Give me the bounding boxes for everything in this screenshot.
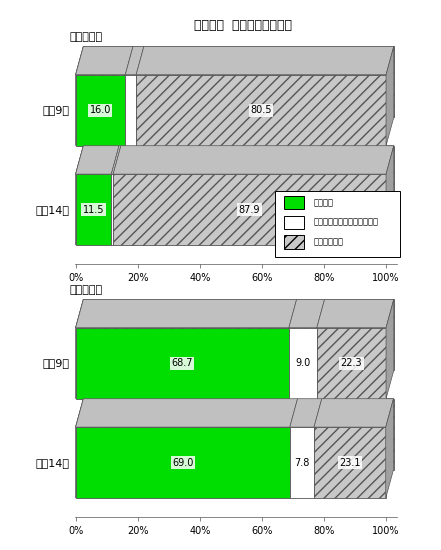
Polygon shape: [386, 299, 394, 399]
Text: 掛売・その他: 掛売・その他: [313, 238, 343, 246]
Bar: [314, 427, 386, 498]
Bar: [284, 196, 303, 209]
Text: 80.5: 80.5: [250, 105, 272, 115]
Text: 23.1: 23.1: [339, 458, 361, 468]
Text: 11.5: 11.5: [83, 205, 104, 214]
Polygon shape: [317, 299, 394, 328]
Text: 平成9年: 平成9年: [42, 358, 69, 368]
Text: （小売業）: （小売業）: [69, 285, 102, 295]
Bar: [317, 328, 386, 399]
Polygon shape: [75, 146, 119, 174]
Polygon shape: [75, 399, 298, 427]
Polygon shape: [75, 299, 83, 399]
Bar: [75, 328, 289, 399]
Text: 平成14年: 平成14年: [35, 205, 69, 214]
Text: 現金販売: 現金販売: [313, 198, 333, 207]
Bar: [284, 216, 303, 229]
Text: 16.0: 16.0: [90, 105, 111, 115]
Text: （卸売業）: （卸売業）: [69, 32, 102, 42]
Polygon shape: [75, 299, 394, 328]
Text: 9.0: 9.0: [295, 358, 310, 368]
Polygon shape: [113, 146, 394, 174]
Text: クレジットカードによる販売: クレジットカードによる販売: [313, 218, 378, 227]
Bar: [289, 328, 317, 399]
Polygon shape: [386, 46, 394, 146]
Bar: [83, 299, 394, 370]
Polygon shape: [75, 399, 83, 498]
Bar: [113, 174, 386, 245]
Bar: [125, 75, 136, 146]
Text: 平成14年: 平成14年: [35, 458, 69, 468]
Text: 87.9: 87.9: [239, 205, 260, 214]
Polygon shape: [111, 146, 121, 174]
Text: 平成9年: 平成9年: [42, 105, 69, 115]
Polygon shape: [290, 399, 322, 427]
Bar: [284, 235, 303, 249]
Polygon shape: [386, 399, 393, 498]
Polygon shape: [75, 46, 83, 146]
Polygon shape: [75, 146, 394, 174]
Bar: [290, 427, 314, 498]
Polygon shape: [125, 46, 144, 75]
Bar: [75, 427, 290, 498]
Polygon shape: [75, 299, 297, 328]
Polygon shape: [75, 46, 133, 75]
Text: 7.8: 7.8: [294, 458, 310, 468]
Polygon shape: [75, 399, 394, 427]
Polygon shape: [136, 46, 394, 75]
Text: 22.3: 22.3: [340, 358, 362, 368]
Text: 69.0: 69.0: [172, 458, 194, 468]
Polygon shape: [289, 299, 325, 328]
Bar: [75, 174, 111, 245]
Polygon shape: [75, 46, 394, 75]
Bar: [83, 399, 394, 470]
Polygon shape: [386, 146, 394, 245]
Bar: [75, 75, 125, 146]
FancyBboxPatch shape: [275, 191, 400, 257]
Polygon shape: [75, 146, 83, 245]
Bar: [111, 174, 113, 245]
Text: 図－１４  販売方法別構成比: 図－１４ 販売方法別構成比: [194, 19, 292, 32]
Polygon shape: [314, 399, 393, 427]
Text: 68.7: 68.7: [172, 358, 193, 368]
Bar: [136, 75, 386, 146]
Bar: [83, 46, 394, 117]
Bar: [83, 146, 394, 217]
